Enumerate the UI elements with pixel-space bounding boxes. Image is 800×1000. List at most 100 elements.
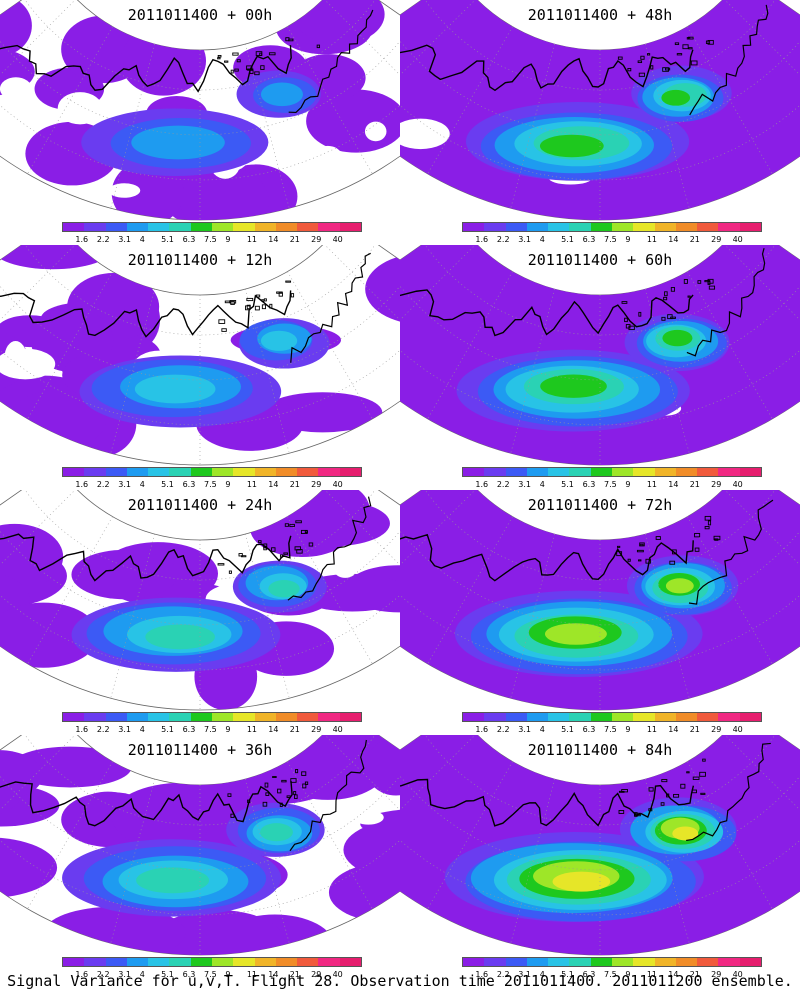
colorbar-label: 5.1 [561, 970, 574, 979]
colorbar-swatch [463, 713, 485, 721]
colorbar-label: 11 [646, 480, 658, 489]
colorbar [62, 222, 362, 232]
colorbar-label: 29 [711, 480, 722, 489]
colorbar-swatch [84, 958, 106, 966]
colorbar-label: 40 [732, 725, 743, 734]
colorbar-label: 2.2 [496, 725, 510, 734]
colorbar-swatch [275, 958, 298, 966]
colorbar-label: 7.5 [204, 235, 217, 244]
colorbar-label: 4 [139, 480, 145, 489]
colorbar-labels: 1.6 2.2 3.1 4 5.1 6.3 7.5 9 11 14 21 29 40 [455, 725, 765, 735]
colorbar-label: 21 [289, 970, 300, 979]
colorbar-label: 40 [332, 480, 343, 489]
colorbar-labels: 1.6 2.2 3.1 4 5.1 6.3 7.5 9 11 14 21 29 40 [455, 480, 765, 490]
colorbar-label: 2.2 [496, 235, 510, 244]
colorbar-swatch [505, 713, 527, 721]
colorbar-label: 21 [289, 725, 300, 734]
colorbar-label: 7.5 [204, 480, 217, 489]
colorbar-label: 6.3 [582, 235, 596, 244]
colorbar-label: 14 [268, 235, 279, 244]
colorbar-label: 4 [139, 970, 145, 979]
colorbar-labels: 1.6 2.2 3.1 4 5.1 6.3 7.5 9 11 14 21 29 40 [55, 480, 365, 490]
colorbar-swatch [654, 223, 676, 231]
colorbar-label: 3.1 [518, 480, 532, 489]
map-panel: 2011011400 + 48h 1.6 2.2 3.1 4 5.1 6.3 7.5 9 11 14… [400, 0, 800, 245]
colorbar-swatch [569, 468, 591, 476]
colorbar-swatch [233, 468, 255, 476]
colorbar-label: 1.6 [75, 235, 89, 244]
colorbar-label: 1.6 [475, 235, 489, 244]
colorbar-swatch [548, 713, 570, 721]
panel-title: 2011011400 + 00h [127, 6, 273, 24]
colorbar-swatch [84, 223, 106, 231]
colorbar-swatch [148, 713, 170, 721]
colorbar-label: 14 [268, 480, 279, 489]
colorbar-labels: 1.6 2.2 3.1 4 5.1 6.3 7.5 9 11 14 21 29 40 [55, 725, 365, 735]
colorbar-label: 6.3 [582, 480, 596, 489]
colorbar-label: 7.5 [204, 725, 217, 734]
colorbar-label: 3.1 [118, 725, 132, 734]
colorbar-swatch [739, 468, 761, 476]
colorbar-swatch [548, 223, 570, 231]
colorbar-label: 4 [539, 970, 545, 979]
colorbar-swatch [675, 958, 698, 966]
colorbar-labels: 1.6 2.2 3.1 4 5.1 6.3 7.5 9 11 14 21 29 40 [455, 970, 765, 980]
colorbar-swatch [63, 468, 85, 476]
colorbar-swatch [697, 958, 719, 966]
colorbar-swatch [105, 958, 127, 966]
colorbar-swatch [633, 713, 655, 721]
colorbar-swatch [233, 223, 255, 231]
colorbar-label: 2.2 [96, 480, 110, 489]
colorbar [62, 712, 362, 722]
colorbar [62, 467, 362, 477]
colorbar-label: 29 [311, 725, 322, 734]
panel-title: 2011011400 + 84h [527, 741, 673, 759]
colorbar-label: 29 [711, 725, 722, 734]
colorbar-label: 5.1 [561, 235, 574, 244]
colorbar-swatch [126, 223, 149, 231]
colorbar-label: 14 [668, 235, 679, 244]
colorbar-label: 4 [539, 480, 545, 489]
variance-map [0, 245, 400, 466]
colorbar-swatch [190, 468, 212, 476]
colorbar-label: 6.3 [182, 970, 196, 979]
panel-title: 2011011400 + 72h [527, 496, 673, 514]
colorbar-swatch [526, 958, 549, 966]
colorbar-label: 9 [225, 725, 231, 734]
colorbar-label: 6.3 [182, 725, 196, 734]
colorbar-label: 21 [689, 480, 700, 489]
colorbar-label: 4 [539, 725, 545, 734]
figure-caption: Signal Variance for u,v,T. Flight 28. Ob… [7, 972, 793, 990]
colorbar-swatch [569, 958, 591, 966]
colorbar-label: 11 [646, 725, 658, 734]
colorbar-swatch [611, 223, 634, 231]
colorbar-swatch [739, 223, 761, 231]
colorbar-label: 6.3 [182, 480, 196, 489]
colorbar-label: 21 [689, 725, 700, 734]
colorbar-swatch [590, 468, 612, 476]
colorbar-label: 3.1 [518, 970, 532, 979]
colorbar-swatch [548, 958, 570, 966]
colorbar-label: 4 [139, 725, 145, 734]
colorbar-swatch [63, 958, 85, 966]
colorbar-label: 2.2 [496, 480, 510, 489]
colorbar-swatch [526, 713, 549, 721]
colorbar [462, 712, 762, 722]
colorbar-swatch [126, 958, 149, 966]
colorbar-swatch [148, 958, 170, 966]
colorbar-swatch [654, 468, 676, 476]
colorbar-swatch [675, 223, 698, 231]
colorbar-label: 9 [625, 970, 631, 979]
colorbar-swatch [126, 713, 149, 721]
colorbar-swatch [211, 468, 234, 476]
colorbar-label: 29 [311, 235, 322, 244]
colorbar-swatch [590, 713, 612, 721]
colorbar-swatch [505, 468, 527, 476]
colorbar-swatch [633, 958, 655, 966]
colorbar-label: 29 [711, 235, 722, 244]
colorbar-label: 1.6 [75, 970, 89, 979]
map-panel: 2011011400 + 36h 1.6 2.2 3.1 4 5.1 6.3 7.5 9 11 14… [0, 735, 400, 980]
colorbar-swatch [611, 713, 634, 721]
colorbar-swatch [254, 223, 276, 231]
